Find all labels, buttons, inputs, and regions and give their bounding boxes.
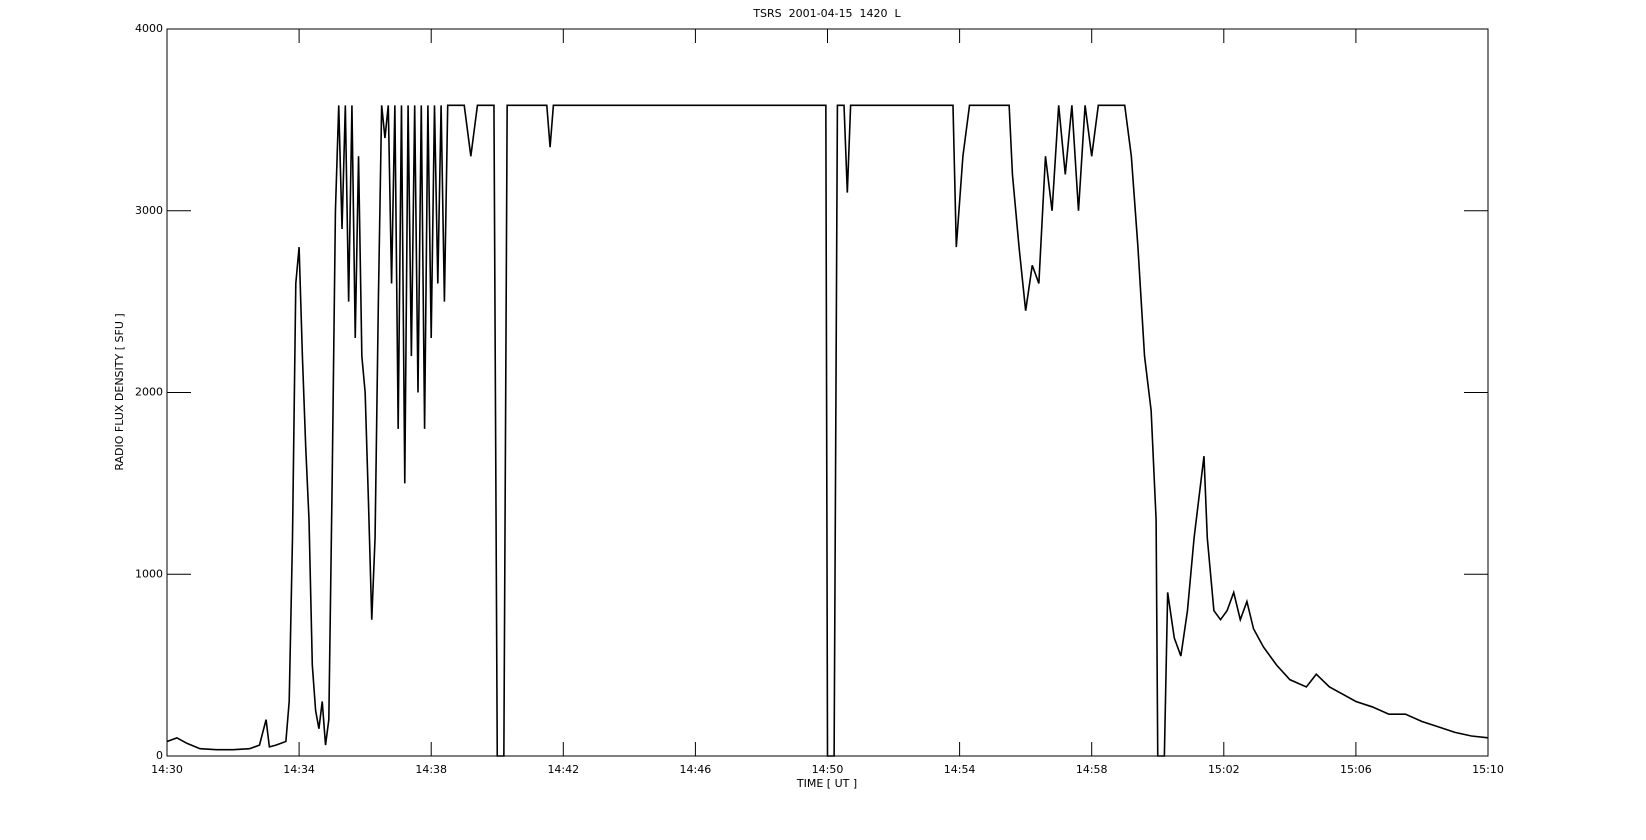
x-tick-label: 15:06 xyxy=(1340,763,1372,776)
x-axis-label: TIME [ UT ] xyxy=(796,777,857,790)
x-tick-label: 14:38 xyxy=(415,763,447,776)
x-tick-label: 14:50 xyxy=(812,763,844,776)
chart-title: TSRS 2001-04-15 1420 L xyxy=(752,7,901,20)
x-tick-label: 14:54 xyxy=(944,763,976,776)
x-tick-label: 15:02 xyxy=(1208,763,1240,776)
x-tick-label: 15:10 xyxy=(1472,763,1504,776)
x-tick-label: 14:42 xyxy=(547,763,579,776)
y-tick-label: 2000 xyxy=(135,386,163,399)
x-tick-label: 14:46 xyxy=(680,763,712,776)
x-tick-label: 14:30 xyxy=(151,763,183,776)
x-tick-label: 14:58 xyxy=(1076,763,1108,776)
y-tick-label: 1000 xyxy=(135,567,163,580)
data-line xyxy=(166,104,1489,757)
y-tick-label: 0 xyxy=(156,749,163,762)
y-axis-label: RADIO FLUX DENSITY [ SFU ] xyxy=(113,313,126,470)
y-tick-label: 3000 xyxy=(135,204,163,217)
x-tick-label: 14:34 xyxy=(283,763,315,776)
y-tick-label: 4000 xyxy=(135,22,163,35)
